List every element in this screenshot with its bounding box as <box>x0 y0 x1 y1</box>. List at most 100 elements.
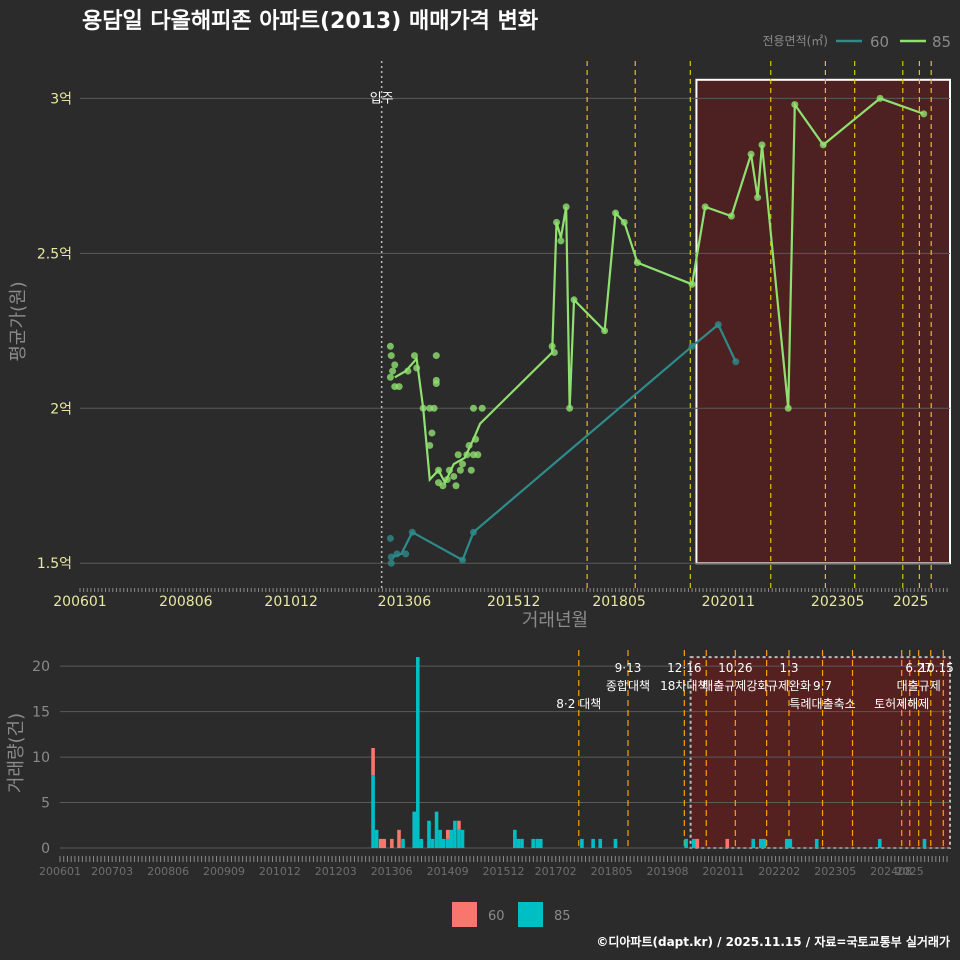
policy-label: 12·16 <box>667 661 701 675</box>
volume-bar-60 <box>382 838 387 848</box>
volume-bar-85 <box>762 838 767 848</box>
policy-label: 18차대책 <box>660 678 708 693</box>
x-tick-label: 200806 <box>159 594 213 610</box>
volume-bar-85 <box>374 829 379 848</box>
volume-x-tick-label: 200909 <box>203 865 245 878</box>
data-point-85 <box>758 141 766 149</box>
movein-label: 입주 <box>370 91 394 106</box>
data-point-85 <box>557 237 565 245</box>
volume-x-tick-label: 202305 <box>814 865 856 878</box>
data-point-85 <box>432 352 440 360</box>
volume-bar-85 <box>520 838 524 848</box>
volume-bar-85 <box>419 838 424 848</box>
legend-label-85: 85 <box>932 33 951 51</box>
data-point-85 <box>445 466 453 474</box>
volume-bar-60 <box>695 838 700 848</box>
volume-x-tick-label: 201512 <box>483 865 525 878</box>
data-point-85 <box>404 367 412 375</box>
volume-x-tick-label: 201203 <box>315 865 357 878</box>
volume-bar-85 <box>415 657 420 848</box>
volume-bar-85 <box>412 811 417 848</box>
x-tick-label: 200601 <box>53 594 106 610</box>
volume-bar-85 <box>449 829 454 848</box>
volume-bar-85 <box>814 838 819 848</box>
data-point-85 <box>570 296 578 304</box>
volume-bar-85 <box>531 838 535 848</box>
volume-bar-85 <box>371 775 375 848</box>
volume-y-tick-label: 10 <box>32 750 50 766</box>
series-line-60 <box>392 322 737 562</box>
data-point-60 <box>402 550 410 558</box>
volume-y-axis-label: 거래량(건) <box>6 713 27 793</box>
volume-bar-85 <box>457 829 461 848</box>
x-tick-label: 202305 <box>811 594 864 610</box>
volume-x-tick-label: 200806 <box>147 865 189 878</box>
volume-bar-85 <box>535 838 540 848</box>
data-point-85 <box>784 404 792 412</box>
data-point-85 <box>688 280 696 288</box>
data-point-85 <box>387 352 395 360</box>
x-tick-label: 201306 <box>378 594 432 610</box>
data-point-85 <box>747 150 755 158</box>
data-point-60 <box>732 358 740 366</box>
volume-bar-60 <box>457 820 461 830</box>
data-point-85 <box>426 441 434 449</box>
volume-bar-60 <box>397 829 401 848</box>
y-axis-label: 평균가(원) <box>8 281 29 361</box>
volume-bar-85 <box>751 838 756 848</box>
volume-x-tick-label: 201306 <box>371 865 413 878</box>
policy-label: 토허제해제 <box>874 697 929 711</box>
data-point-85 <box>791 101 799 109</box>
chart-title: 용담일 다올해피존 아파트(2013) 매매가격 변화 <box>82 9 538 34</box>
data-point-85 <box>469 404 477 412</box>
policy-label: 9.7 <box>813 679 832 693</box>
data-point-85 <box>386 342 394 350</box>
data-point-85 <box>439 482 447 490</box>
data-point-85 <box>620 218 628 226</box>
data-point-85 <box>395 383 403 391</box>
volume-legend-label-85: 85 <box>554 909 571 924</box>
policy-label: 10.15 <box>919 661 953 675</box>
volume-bar-85 <box>441 838 446 848</box>
volume-bar-85 <box>538 838 543 848</box>
y-tick-label: 2.5억 <box>37 246 72 262</box>
volume-bar-85 <box>691 838 696 848</box>
volume-bar-85 <box>598 838 603 848</box>
data-point-85 <box>389 367 397 375</box>
data-point-85 <box>386 373 394 381</box>
data-point-85 <box>876 94 884 102</box>
policy-label: 10.26 <box>718 661 752 675</box>
x-tick-label: 201805 <box>592 594 645 610</box>
volume-chart: 0 5 10 15 20 200601 200703 200806 200909 201012 20… <box>6 650 954 878</box>
volume-bar-85 <box>516 838 521 848</box>
data-point-60 <box>688 342 696 350</box>
volume-y-tick-label: 20 <box>32 659 50 675</box>
volume-bar-60 <box>371 748 375 776</box>
data-point-85 <box>463 451 471 459</box>
data-point-60 <box>387 559 395 567</box>
policy-label: 종합대책 <box>606 678 650 693</box>
volume-bar-85 <box>784 838 789 848</box>
data-point-85 <box>612 209 620 217</box>
volume-bar-85 <box>513 829 517 848</box>
policy-label: 대출규제강화 <box>702 679 768 693</box>
legend-label-60: 60 <box>870 33 889 51</box>
data-point-85 <box>419 404 427 412</box>
data-point-85 <box>633 259 641 267</box>
x-tick-label: 201512 <box>487 594 540 610</box>
data-point-85 <box>819 141 827 149</box>
data-point-85 <box>428 429 436 437</box>
volume-bar-85 <box>445 838 450 848</box>
volume-bar-85 <box>788 838 793 848</box>
volume-bar-85 <box>922 838 927 848</box>
volume-x-tick-label: 202202 <box>758 865 800 878</box>
data-point-85 <box>601 327 609 335</box>
data-point-85 <box>430 404 438 412</box>
data-point-85 <box>548 342 556 350</box>
volume-x-tick-label: 202408 <box>870 865 912 878</box>
x-tick-label: 2025 <box>893 594 929 610</box>
data-point-85 <box>459 460 467 468</box>
volume-bar-85 <box>759 838 763 848</box>
data-point-85 <box>434 466 442 474</box>
y-tick-label: 3억 <box>50 91 72 107</box>
